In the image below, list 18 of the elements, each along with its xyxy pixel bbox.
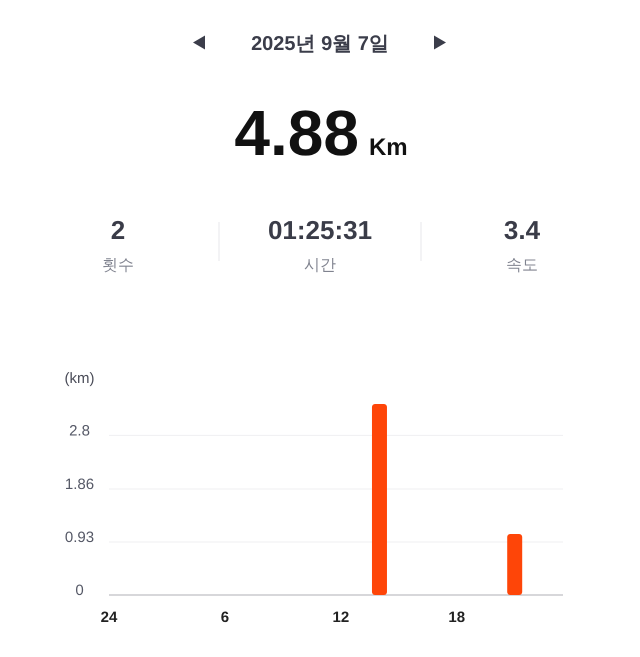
title: 2025년 9월 7일 — [251, 33, 389, 55]
annotation: 01:25:31 — [268, 215, 372, 245]
y-tick-label: 1.86 — [64, 476, 94, 493]
y-axis-title: (km) — [64, 370, 94, 387]
annotation: 4.88 — [234, 97, 359, 169]
y-tick-label: 0.93 — [64, 528, 94, 546]
x-tick-label: 12 — [332, 609, 350, 626]
x-tick-label: 18 — [448, 609, 466, 626]
x-tick-label: 6 — [220, 609, 230, 626]
annotation: 속도 — [506, 257, 538, 274]
annotation: 시간 — [304, 257, 336, 274]
y-tick-label: 2.8 — [69, 422, 90, 440]
x-tick-label: 24 — [100, 609, 118, 626]
annotation: 3.4 — [504, 215, 540, 245]
y-tick-label: 0 — [75, 582, 84, 599]
annotation: 2 — [110, 215, 126, 245]
annotation: 횟수 — [102, 257, 134, 274]
annotation: Km — [368, 134, 408, 161]
